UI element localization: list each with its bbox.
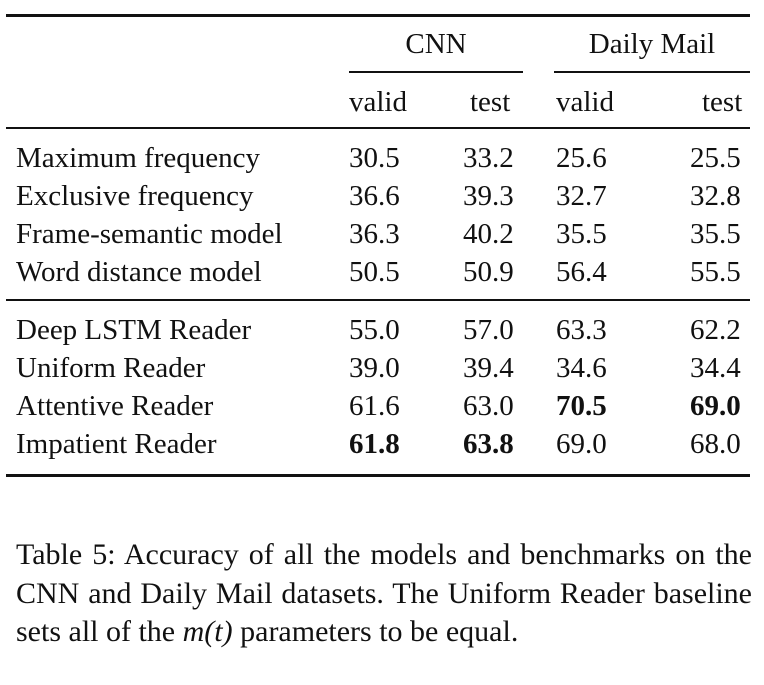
row-label: Impatient Reader — [16, 428, 217, 460]
cell-cnn-test: 39.4 — [463, 352, 514, 384]
subheader-dm-valid: valid — [556, 86, 614, 118]
cell-dm-valid: 35.5 — [556, 218, 607, 250]
cell-dm-test: 32.8 — [690, 180, 741, 212]
cell-dm-valid: 34.6 — [556, 352, 607, 384]
cell-cnn-test: 40.2 — [463, 218, 514, 250]
cell-dm-valid: 32.7 — [556, 180, 607, 212]
row-label: Uniform Reader — [16, 352, 206, 384]
caption-math: m(t) — [182, 615, 233, 648]
cnn-group-rule — [349, 71, 523, 73]
cell-dm-test: 68.0 — [690, 428, 741, 460]
cell-cnn-test: 50.9 — [463, 256, 514, 288]
subheader-dm-test: test — [702, 86, 743, 118]
row-label: Exclusive frequency — [16, 180, 254, 212]
cell-dm-test: 62.2 — [690, 314, 741, 346]
cell-dm-valid: 25.6 — [556, 142, 607, 174]
section-divider-rule — [6, 299, 750, 301]
cell-dm-valid: 56.4 — [556, 256, 607, 288]
cell-cnn-test: 39.3 — [463, 180, 514, 212]
cell-dm-valid: 63.3 — [556, 314, 607, 346]
cell-dm-test: 34.4 — [690, 352, 741, 384]
row-label: Maximum frequency — [16, 142, 261, 174]
row-label: Deep LSTM Reader — [16, 314, 252, 346]
cell-cnn-valid: 30.5 — [349, 142, 400, 174]
cell-cnn-valid: 55.0 — [349, 314, 400, 346]
subheader-cnn-test: test — [470, 86, 511, 118]
cell-cnn-valid: 39.0 — [349, 352, 400, 384]
cell-dm-test: 25.5 — [690, 142, 741, 174]
cell-cnn-valid: 50.5 — [349, 256, 400, 288]
table-bottom-rule — [6, 474, 750, 477]
caption-text: Table 5: Accuracy of all the models and … — [16, 538, 752, 648]
cell-cnn-valid-best: 61.8 — [349, 428, 400, 460]
cell-dm-valid-best: 70.5 — [556, 390, 607, 422]
cell-dm-test: 35.5 — [690, 218, 741, 250]
cell-cnn-test-best: 63.8 — [463, 428, 514, 460]
cell-dm-test: 55.5 — [690, 256, 741, 288]
subheader-cnn-valid: valid — [349, 86, 407, 118]
cell-cnn-test: 33.2 — [463, 142, 514, 174]
caption-text-end: parameters to be equal. — [232, 615, 519, 648]
row-label: Word distance model — [16, 256, 262, 288]
cell-cnn-valid: 61.6 — [349, 390, 400, 422]
group-header-cnn: CNN — [405, 28, 467, 60]
group-header-daily-mail: Daily Mail — [588, 28, 716, 60]
cell-dm-valid: 69.0 — [556, 428, 607, 460]
table-top-rule — [6, 14, 750, 17]
table-caption: Table 5: Accuracy of all the models and … — [16, 536, 752, 652]
daily-mail-group-rule — [554, 71, 750, 73]
cell-cnn-test: 63.0 — [463, 390, 514, 422]
row-label: Attentive Reader — [16, 390, 214, 422]
cell-cnn-test: 57.0 — [463, 314, 514, 346]
header-rule — [6, 127, 750, 129]
row-label: Frame-semantic model — [16, 218, 283, 250]
cell-cnn-valid: 36.3 — [349, 218, 400, 250]
cell-cnn-valid: 36.6 — [349, 180, 400, 212]
cell-dm-test-best: 69.0 — [690, 390, 741, 422]
